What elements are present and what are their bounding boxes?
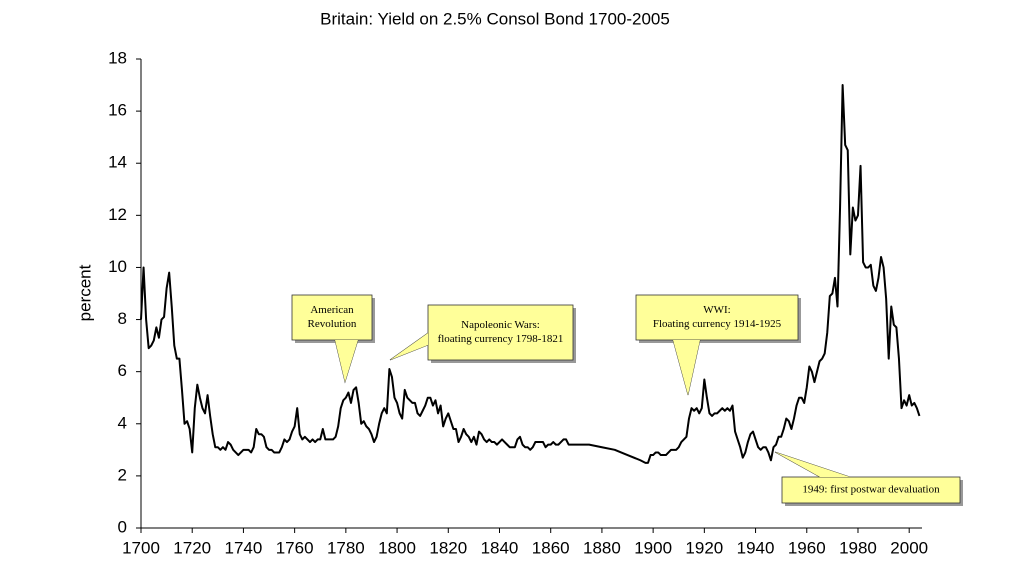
data-line	[140, 84, 921, 464]
y-tick-label: 6	[118, 361, 127, 380]
x-tick-label: 1900	[634, 538, 672, 557]
x-tick-label: 1820	[429, 538, 467, 557]
callout-box	[427, 304, 574, 361]
callout: WWI: Floating currency 1914-1925	[635, 294, 801, 396]
y-tick-label: 8	[118, 309, 127, 328]
y-axis-label: percent	[75, 264, 94, 321]
chart-title: Britain: Yield on 2.5% Consol Bond 1700-…	[320, 9, 670, 28]
x-tick-label: 1700	[122, 538, 160, 557]
x-tick-label: 1860	[532, 538, 570, 557]
callout-text: Revolution	[308, 318, 357, 330]
x-tick-label: 1800	[378, 538, 416, 557]
callout: Napoleonic Wars: floating currency 1798-1…	[389, 304, 576, 363]
callout-join	[390, 333, 428, 360]
callout-box	[291, 294, 373, 341]
callout-join	[673, 340, 700, 395]
callout-text: Napoleonic Wars:	[461, 319, 540, 331]
callout-text: WWI:	[703, 304, 730, 316]
y-tick-label: 16	[108, 101, 127, 120]
y-tick-label: 2	[118, 465, 127, 484]
callout-join	[335, 340, 358, 382]
x-tick-label: 1740	[225, 538, 263, 557]
x-tick-label: 1840	[481, 538, 519, 557]
x-tick-label: 2000	[890, 538, 928, 557]
x-tick-label: 1720	[173, 538, 211, 557]
callout-text: American	[310, 304, 354, 316]
callout-join	[775, 452, 850, 477]
y-tick-label: 4	[118, 413, 127, 432]
y-tick-label: 12	[108, 205, 127, 224]
x-tick-label: 1920	[685, 538, 723, 557]
callout-text: Floating currency 1914-1925	[653, 318, 782, 330]
callout-text: floating currency 1798-1821	[438, 333, 564, 345]
x-tick-label: 1960	[788, 538, 826, 557]
y-tick-label: 0	[118, 517, 127, 536]
y-tick-label: 10	[108, 257, 127, 276]
callout-box	[781, 476, 961, 504]
x-tick-label: 1880	[583, 538, 621, 557]
callout: 1949: first postwar devaluation	[774, 451, 963, 506]
x-tick-label: 1760	[276, 538, 314, 557]
callout: American Revolution	[291, 294, 375, 384]
callout-box	[635, 294, 799, 341]
y-tick-label: 18	[108, 48, 127, 67]
x-tick-label: 1980	[839, 538, 877, 557]
callout-text: 1949: first postwar devaluation	[802, 484, 940, 496]
y-tick-label: 14	[108, 153, 127, 172]
x-tick-label: 1940	[737, 538, 775, 557]
x-tick-label: 1780	[327, 538, 365, 557]
